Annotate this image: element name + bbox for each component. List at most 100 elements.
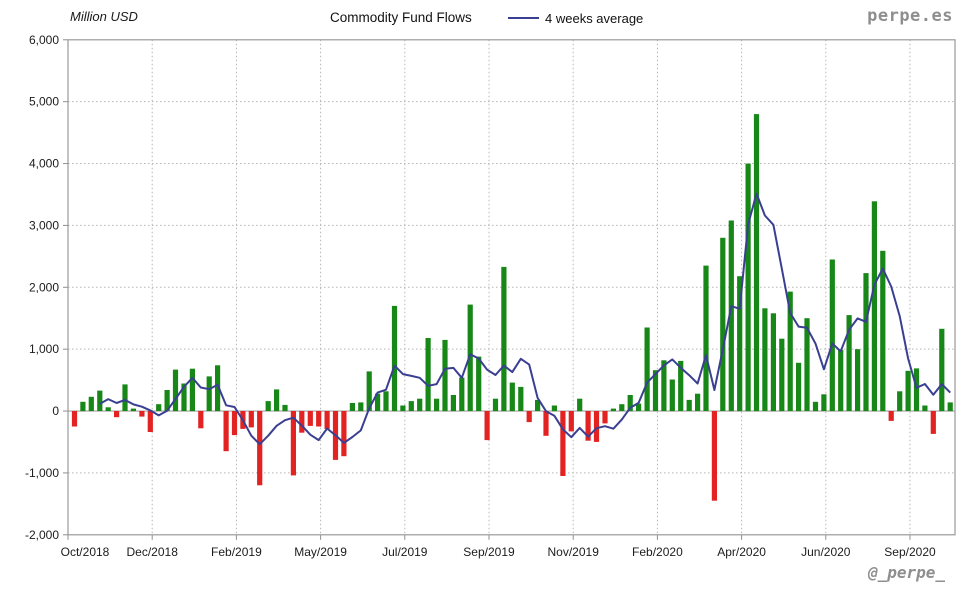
flow-bar [459, 377, 465, 411]
flow-bar [290, 411, 296, 476]
flow-bar [838, 349, 844, 412]
flow-bar [391, 305, 398, 412]
flow-bar [80, 401, 86, 412]
flow-bar [425, 338, 431, 411]
flow-bar [316, 411, 322, 427]
flow-bar [913, 368, 920, 412]
flow-bar [105, 407, 111, 411]
y-tick-label: 3,000 [29, 218, 59, 232]
flow-bar [737, 276, 743, 412]
flow-bar [619, 404, 625, 411]
x-tick-label: Oct/2018 [61, 545, 110, 559]
flow-bar [408, 401, 414, 411]
flow-bar [147, 411, 153, 432]
flow-bar [888, 411, 894, 421]
flow-bar [189, 368, 195, 412]
flow-bar [745, 163, 751, 412]
flow-bar [661, 360, 667, 411]
y-axis-title: Million USD [70, 9, 138, 24]
flow-bar [324, 411, 330, 429]
flow-bar [526, 411, 532, 423]
flow-bar [812, 401, 819, 412]
flow-bar [434, 398, 440, 412]
flow-bar [265, 401, 271, 411]
flow-bar [383, 391, 389, 412]
flow-bar [198, 411, 204, 429]
flow-bar [821, 394, 827, 411]
flow-bar [939, 328, 945, 412]
flow-bar [787, 291, 793, 411]
flow-bar [215, 365, 221, 412]
flow-bar [770, 313, 776, 412]
flow-bar [543, 411, 549, 436]
flow-bar [652, 370, 659, 411]
flow-bar [130, 408, 136, 412]
flow-bar [796, 362, 802, 412]
flow-bar [829, 259, 835, 412]
y-tick-label: 1,000 [29, 342, 59, 356]
y-tick-label: 6,000 [29, 33, 59, 47]
y-tick-label: -1,000 [25, 466, 59, 480]
flow-bar [442, 339, 448, 412]
flow-bar [476, 356, 482, 411]
legend: 4 weeks average [508, 10, 643, 26]
flow-bar [88, 396, 94, 411]
flow-bar [450, 395, 456, 412]
flow-bar [518, 386, 524, 411]
legend-line-swatch [508, 17, 539, 19]
flow-bar [122, 384, 128, 411]
flow-bar [97, 390, 103, 411]
flow-bar [695, 393, 701, 411]
flow-bar [206, 376, 212, 411]
flow-bar [930, 411, 936, 434]
flow-bar [366, 371, 372, 411]
x-tick-label: Sep/2019 [463, 545, 515, 559]
flow-bar [551, 405, 557, 412]
flow-bar [855, 349, 861, 412]
x-tick-label: May/2019 [294, 545, 347, 559]
flow-bar [762, 308, 768, 411]
legend-label: 4 weeks average [545, 10, 644, 26]
y-tick-label: 2,000 [29, 280, 59, 294]
flow-bar [492, 398, 499, 412]
flow-bar [248, 411, 254, 428]
y-tick-label: 4,000 [29, 157, 59, 171]
flow-bar [535, 399, 541, 411]
flow-bar [164, 390, 170, 411]
flow-bar [863, 273, 869, 412]
x-tick-label: Nov/2019 [548, 545, 600, 559]
flow-bar [139, 411, 145, 417]
watermark-handle: @_perpe_ [867, 563, 945, 582]
plot-border [67, 39, 956, 536]
flow-bar [257, 411, 263, 486]
flow-bar [509, 382, 515, 412]
flow-bar [577, 398, 583, 412]
flow-bar [114, 411, 120, 418]
flow-bar [307, 411, 313, 426]
flow-bar [181, 383, 187, 411]
flow-bar [341, 411, 347, 457]
flow-bar [669, 379, 675, 412]
x-tick-label: Feb/2020 [632, 545, 683, 559]
flow-bar [560, 411, 566, 476]
x-tick-label: Dec/2018 [127, 545, 179, 559]
flow-bar [417, 398, 423, 412]
flow-bar [636, 403, 642, 411]
flow-bar [400, 405, 406, 412]
flow-bar [804, 318, 810, 411]
flow-bar [282, 404, 288, 412]
flow-bar [274, 389, 280, 412]
flow-bar [71, 411, 78, 427]
flow-bar [846, 315, 852, 411]
y-tick-label: 5,000 [29, 95, 59, 109]
flow-bar [585, 411, 591, 441]
flow-bar [299, 411, 305, 433]
flow-bar [922, 405, 928, 412]
flow-bar [349, 403, 355, 411]
x-tick-label: Apr/2020 [717, 545, 766, 559]
flow-bar [947, 402, 953, 412]
flow-bar [728, 220, 734, 412]
flow-bar [484, 411, 490, 441]
